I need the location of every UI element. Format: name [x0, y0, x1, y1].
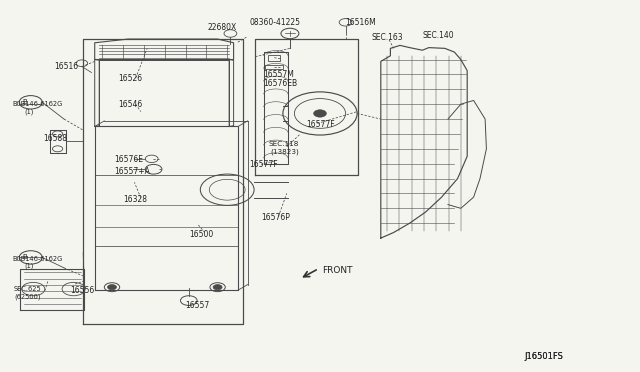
Text: 16588: 16588 — [44, 134, 68, 143]
Text: B: B — [22, 99, 27, 105]
Text: 16576E: 16576E — [114, 155, 143, 164]
Text: (1): (1) — [24, 108, 34, 115]
Text: SEC.140: SEC.140 — [422, 31, 454, 40]
Text: 16546: 16546 — [118, 100, 143, 109]
Text: B0B146-6162G: B0B146-6162G — [13, 256, 63, 262]
Text: 16516M: 16516M — [346, 18, 376, 27]
Circle shape — [108, 285, 116, 290]
Text: 22680X: 22680X — [208, 23, 237, 32]
Bar — [265, 65, 283, 69]
Text: (13823): (13823) — [270, 148, 299, 155]
Text: FRONT: FRONT — [322, 266, 353, 275]
Text: (1): (1) — [24, 263, 34, 269]
Text: B0B146-6162G: B0B146-6162G — [13, 101, 63, 107]
Text: 08360-41225: 08360-41225 — [250, 18, 301, 27]
Text: 16557: 16557 — [186, 301, 210, 310]
Bar — [268, 55, 280, 61]
Text: B: B — [22, 254, 27, 260]
Text: 16500: 16500 — [189, 230, 213, 239]
Circle shape — [314, 110, 326, 117]
Text: 16557+A: 16557+A — [114, 167, 150, 176]
Circle shape — [213, 285, 222, 290]
Text: J16501FS: J16501FS — [525, 352, 564, 361]
Text: SEC.118: SEC.118 — [269, 141, 299, 147]
Text: 16576EB: 16576EB — [264, 79, 298, 88]
Text: J16501FS: J16501FS — [525, 352, 564, 361]
Text: 16557M: 16557M — [264, 70, 294, 79]
Text: 16516: 16516 — [54, 62, 79, 71]
Text: 16556: 16556 — [70, 286, 95, 295]
Text: SEC.163: SEC.163 — [371, 33, 403, 42]
Text: 16576P: 16576P — [261, 213, 290, 222]
Text: 16526: 16526 — [118, 74, 143, 83]
Text: (62500): (62500) — [14, 293, 40, 300]
Text: 16328: 16328 — [123, 195, 147, 203]
Text: 16577F: 16577F — [250, 160, 278, 169]
Text: 16577F: 16577F — [306, 120, 335, 129]
Text: SEC.625: SEC.625 — [14, 286, 42, 292]
